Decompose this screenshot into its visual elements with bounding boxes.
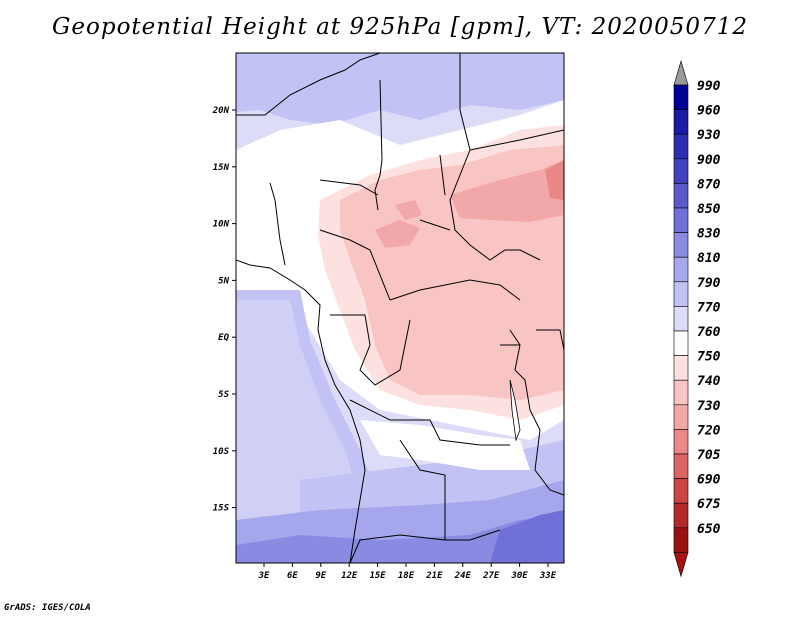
colorbar-swatch [673, 379, 689, 406]
colorbar-label: 760 [697, 325, 721, 340]
colorbar-swatch [673, 183, 689, 209]
colorbar-swatch [673, 84, 689, 110]
colorbar-label: 810 [697, 251, 721, 266]
grads-credit: GrADS: IGES/COLA [4, 603, 91, 613]
colorbar-label: 960 [697, 104, 721, 119]
lon-tick-label: 33E [539, 571, 557, 581]
lat-tick-label: 20N [212, 106, 230, 116]
lon-tick-label: 15E [369, 571, 386, 581]
colorbar-label: 870 [697, 177, 721, 192]
lon-tick-label: 27E [482, 571, 500, 581]
colorbar-label: 830 [697, 227, 721, 242]
lat-tick-label: EQ [218, 333, 229, 343]
colorbar-swatch [673, 306, 689, 332]
lon-tick-label: 30E [510, 571, 528, 581]
lat-tick-label: 10N [213, 220, 230, 230]
lat-tick-label: 5S [218, 390, 229, 400]
colorbar-bottom-arrow [673, 552, 689, 578]
colorbar-swatch [673, 158, 689, 184]
colorbar-label: 990 [697, 79, 721, 94]
colorbar-label: 705 [697, 448, 721, 463]
colorbar-label: 730 [697, 399, 721, 414]
longitude-axis: 3E 6E 9E 12E 15E 18E 21E 24E 27E 30E 33E [258, 563, 557, 581]
colorbar-label: 930 [697, 128, 721, 143]
lat-tick-label: 10S [213, 447, 230, 457]
lon-tick-label: 6E [287, 571, 298, 581]
colorbar-swatch [673, 133, 689, 160]
lat-tick-label: 15S [213, 504, 230, 514]
colorbar-swatch [673, 453, 689, 479]
map-title: Geopotential Height at 925hPa [gpm], VT:… [52, 14, 748, 40]
colorbar-swatch [673, 355, 689, 381]
colorbar-label: 770 [697, 300, 721, 315]
colorbar-label: 850 [697, 202, 721, 217]
colorbar-swatch [673, 109, 689, 135]
colorbar-swatch [673, 478, 689, 504]
colorbar-label: 690 [697, 473, 721, 488]
lat-tick-label: 15N [213, 163, 230, 173]
colorbar-label: 900 [697, 153, 721, 168]
colorbar-label: 790 [697, 276, 721, 291]
colorbar-label: 650 [697, 522, 721, 537]
colorbar-top-arrow [673, 59, 689, 86]
lon-tick-label: 21E [425, 571, 443, 581]
latitude-axis: 20N 15N 10N 5N EQ 5S 10S 15S [212, 106, 236, 514]
lon-tick-label: 9E [315, 571, 326, 581]
colorbar-swatch [673, 281, 689, 307]
geopotential-field [236, 53, 564, 563]
colorbar-swatch [673, 527, 689, 553]
colorbar-swatch [673, 256, 689, 283]
colorbar-swatch [673, 232, 689, 258]
colorbar-swatch [673, 429, 689, 455]
colorbar: 990 960 930 900 870 850 830 810 790 770 760 750 740 7… [673, 59, 721, 578]
colorbar-swatch [673, 502, 689, 529]
colorbar-label: 675 [697, 497, 721, 512]
lon-tick-label: 18E [398, 571, 415, 581]
lon-tick-label: 12E [341, 571, 358, 581]
colorbar-swatch [673, 404, 689, 430]
colorbar-label: 720 [697, 423, 721, 438]
lon-tick-label: 3E [258, 571, 270, 581]
colorbar-swatch [673, 207, 689, 233]
colorbar-label: 740 [697, 374, 721, 389]
lon-tick-label: 24E [454, 571, 472, 581]
colorbar-label: 750 [697, 350, 721, 365]
map-frame [235, 52, 565, 564]
lat-tick-label: 5N [218, 276, 229, 286]
colorbar-swatch [673, 330, 689, 356]
